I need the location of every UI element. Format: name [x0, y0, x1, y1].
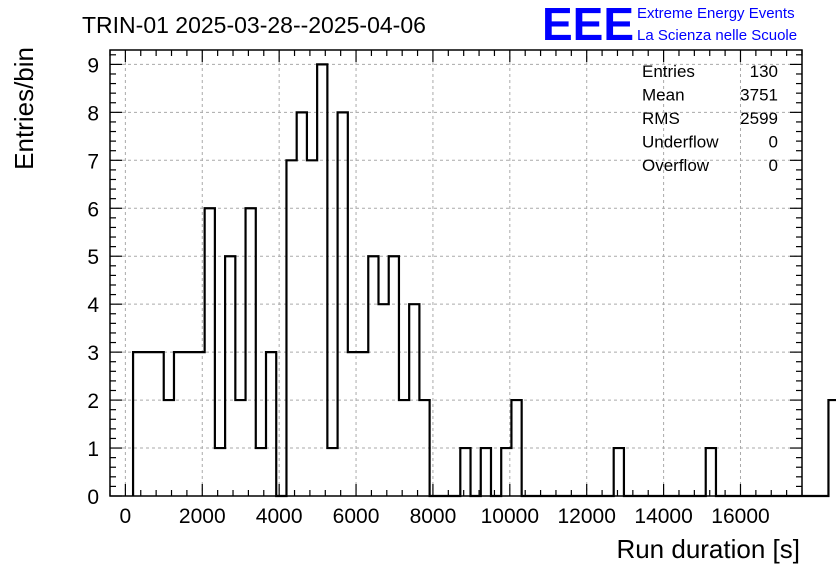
y-tick-label: 6 [87, 198, 99, 221]
logo-line-1: Extreme Energy Events [637, 5, 795, 22]
stats-label: RMS [642, 109, 680, 128]
y-tick-label: 5 [87, 246, 99, 269]
y-tick-label: 2 [87, 390, 99, 413]
stats-value: 0 [769, 133, 778, 152]
stats-value: 0 [769, 156, 778, 175]
y-tick-label: 3 [87, 342, 99, 365]
x-tick-label: 0 [120, 505, 132, 528]
x-tick-label: 10000 [481, 505, 539, 528]
x-tick-label: 14000 [634, 505, 692, 528]
x-tick-label: 6000 [333, 505, 380, 528]
logo-line-2: La Scienza nelle Scuole [637, 27, 797, 44]
logo-mark: EEE [542, 0, 634, 50]
eee-logo: EEE Extreme Energy Events La Scienza nel… [542, 0, 797, 50]
x-tick-label: 8000 [410, 505, 457, 528]
y-tick-label: 1 [87, 438, 99, 461]
x-axis-ticks: 0 2000 4000 6000 8000 10000 12000 14000 16000 [109, 50, 803, 528]
x-tick-label: 12000 [558, 505, 616, 528]
x-tick-label: 4000 [256, 505, 303, 528]
stats-box: Entries 130 Mean 3751 RMS 2599 Underflow 0 Overf… [642, 62, 778, 175]
chart-title: TRIN-01 2025-03-28--2025-04-06 [82, 12, 426, 38]
plot-frame [109, 49, 803, 497]
y-axis-label: Entries/bin [9, 47, 39, 170]
stats-label: Overflow [642, 156, 710, 175]
x-axis-label: Run duration [s] [616, 534, 800, 564]
x-tick-label: 16000 [711, 505, 769, 528]
y-axis-ticks: 0 1 2 3 4 5 6 7 8 9 [87, 54, 802, 509]
stats-label: Underflow [642, 133, 719, 152]
stats-value: 130 [750, 62, 778, 81]
y-tick-label: 0 [87, 486, 99, 509]
y-tick-label: 7 [87, 150, 99, 173]
stats-label: Mean [642, 86, 685, 105]
stats-label: Entries [642, 62, 695, 81]
stats-value: 3751 [740, 86, 778, 105]
y-tick-label: 4 [87, 294, 99, 317]
y-tick-label: 8 [87, 102, 99, 125]
x-tick-label: 2000 [179, 505, 226, 528]
stats-value: 2599 [740, 109, 778, 128]
y-tick-label: 9 [87, 54, 99, 77]
